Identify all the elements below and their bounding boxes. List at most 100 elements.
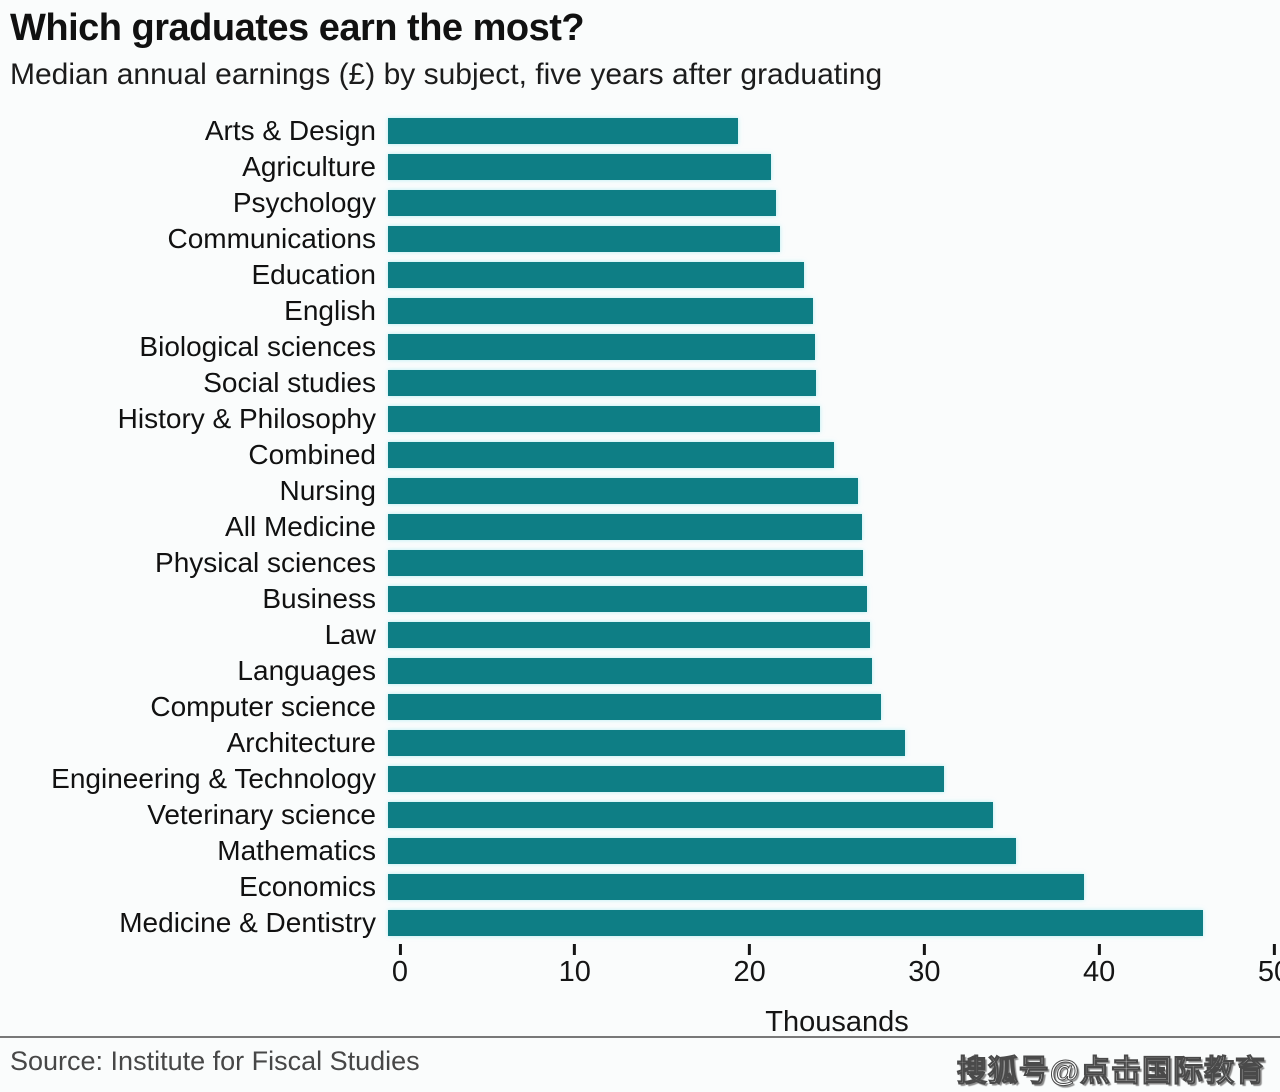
category-label: Biological sciences bbox=[139, 330, 376, 362]
bar-row: English bbox=[0, 293, 1280, 329]
bar-track bbox=[388, 729, 1262, 756]
axis-tick-mark bbox=[748, 943, 752, 955]
bar-track bbox=[388, 333, 1262, 360]
bar-track bbox=[388, 369, 1262, 396]
bar-row: Veterinary science bbox=[0, 797, 1280, 833]
bar-track bbox=[388, 405, 1262, 432]
bar-row: Business bbox=[0, 581, 1280, 617]
chart-footer: Source: Institute for Fiscal Studies 搜狐号… bbox=[0, 1036, 1280, 1092]
bar-row: History & Philosophy bbox=[0, 401, 1280, 437]
bar-row: Biological sciences bbox=[0, 329, 1280, 365]
value-bar bbox=[388, 657, 873, 684]
value-bar bbox=[388, 909, 1203, 936]
bar-track bbox=[388, 225, 1262, 252]
value-bar bbox=[388, 801, 993, 828]
value-bar bbox=[388, 585, 867, 612]
bar-row: Arts & Design bbox=[0, 113, 1280, 149]
bar-track bbox=[388, 765, 1262, 792]
category-label: Psychology bbox=[232, 186, 376, 218]
value-bar bbox=[388, 225, 780, 252]
value-bar bbox=[388, 477, 859, 504]
axis-tick: 0 bbox=[392, 943, 408, 987]
bar-row: Medicine & Dentistry bbox=[0, 905, 1280, 941]
bar-row: Languages bbox=[0, 653, 1280, 689]
bar-track bbox=[388, 909, 1262, 936]
category-label: Combined bbox=[248, 438, 376, 470]
value-bar bbox=[388, 369, 817, 396]
category-label: Agriculture bbox=[242, 150, 376, 182]
chart-header: Which graduates earn the most? Median an… bbox=[0, 0, 1280, 91]
bar-track bbox=[388, 873, 1262, 900]
axis-tick: 30 bbox=[908, 943, 941, 988]
x-axis-title: Thousands bbox=[765, 1005, 909, 1038]
category-label: Mathematics bbox=[217, 834, 376, 866]
bar-row: Mathematics bbox=[0, 833, 1280, 869]
bar-row: Computer science bbox=[0, 689, 1280, 725]
value-bar bbox=[388, 117, 738, 144]
category-label: Business bbox=[262, 582, 376, 614]
bar-row: Combined bbox=[0, 437, 1280, 473]
category-label: Engineering & Technology bbox=[51, 762, 376, 794]
category-label: Education bbox=[251, 258, 376, 290]
value-bar bbox=[388, 621, 871, 648]
category-label: Veterinary science bbox=[147, 798, 376, 830]
bar-row: Communications bbox=[0, 221, 1280, 257]
bar-row: Education bbox=[0, 257, 1280, 293]
category-label: Economics bbox=[239, 870, 376, 902]
bar-track bbox=[388, 153, 1262, 180]
watermark-text: 搜狐号@点击国际教育 bbox=[956, 1055, 1266, 1089]
value-bar bbox=[388, 441, 834, 468]
bar-row: Law bbox=[0, 617, 1280, 653]
category-label: Medicine & Dentistry bbox=[119, 906, 376, 938]
bar-row: Social studies bbox=[0, 365, 1280, 401]
category-label: All Medicine bbox=[225, 510, 376, 542]
bar-track bbox=[388, 801, 1262, 828]
value-bar bbox=[388, 549, 864, 576]
axis-tick: 50 bbox=[1257, 943, 1280, 988]
value-bar bbox=[388, 837, 1016, 864]
value-bar bbox=[388, 261, 805, 288]
bar-track bbox=[388, 441, 1262, 468]
axis-tick: 10 bbox=[558, 943, 591, 988]
x-axis: 0 10 20 30 40 50 bbox=[392, 943, 1280, 994]
bar-row: Psychology bbox=[0, 185, 1280, 221]
axis-tick-label: 50 bbox=[1257, 955, 1280, 988]
axis-tick-label: 20 bbox=[733, 955, 766, 988]
bar-track bbox=[388, 297, 1262, 324]
category-label: Languages bbox=[237, 654, 376, 686]
bar-row: Nursing bbox=[0, 473, 1280, 509]
axis-tick-mark bbox=[1097, 943, 1101, 955]
value-bar bbox=[388, 333, 815, 360]
category-label: Social studies bbox=[203, 366, 376, 398]
source-attribution: Source: Institute for Fiscal Studies bbox=[10, 1046, 420, 1076]
category-label: Computer science bbox=[150, 690, 376, 722]
value-bar bbox=[388, 153, 771, 180]
page-subtitle: Median annual earnings (£) by subject, f… bbox=[10, 57, 883, 91]
bar-track bbox=[388, 549, 1262, 576]
bar-track bbox=[388, 261, 1262, 288]
bar-track bbox=[388, 189, 1262, 216]
category-label: Communications bbox=[167, 222, 376, 254]
bar-track bbox=[388, 477, 1262, 504]
value-bar bbox=[388, 693, 881, 720]
value-bar bbox=[388, 189, 777, 216]
value-bar bbox=[388, 873, 1084, 900]
value-bar bbox=[388, 513, 862, 540]
bar-row: Economics bbox=[0, 869, 1280, 905]
bar-track bbox=[388, 657, 1262, 684]
bar-track bbox=[388, 585, 1262, 612]
value-bar bbox=[388, 729, 906, 756]
page-title: Which graduates earn the most? bbox=[10, 7, 585, 49]
axis-tick-label: 10 bbox=[558, 955, 591, 988]
value-bar bbox=[388, 765, 944, 792]
bar-rows: Arts & Design Agriculture Psychology Com… bbox=[0, 113, 1280, 941]
bar-track bbox=[388, 117, 1262, 144]
axis-tick-mark bbox=[573, 943, 577, 955]
category-label: Nursing bbox=[279, 474, 376, 506]
bar-track bbox=[388, 513, 1262, 540]
axis-tick-label: 30 bbox=[908, 955, 941, 988]
category-label: Arts & Design bbox=[204, 114, 376, 146]
category-label: Architecture bbox=[226, 726, 376, 758]
bar-row: Architecture bbox=[0, 725, 1280, 761]
category-label: Physical sciences bbox=[155, 546, 376, 578]
